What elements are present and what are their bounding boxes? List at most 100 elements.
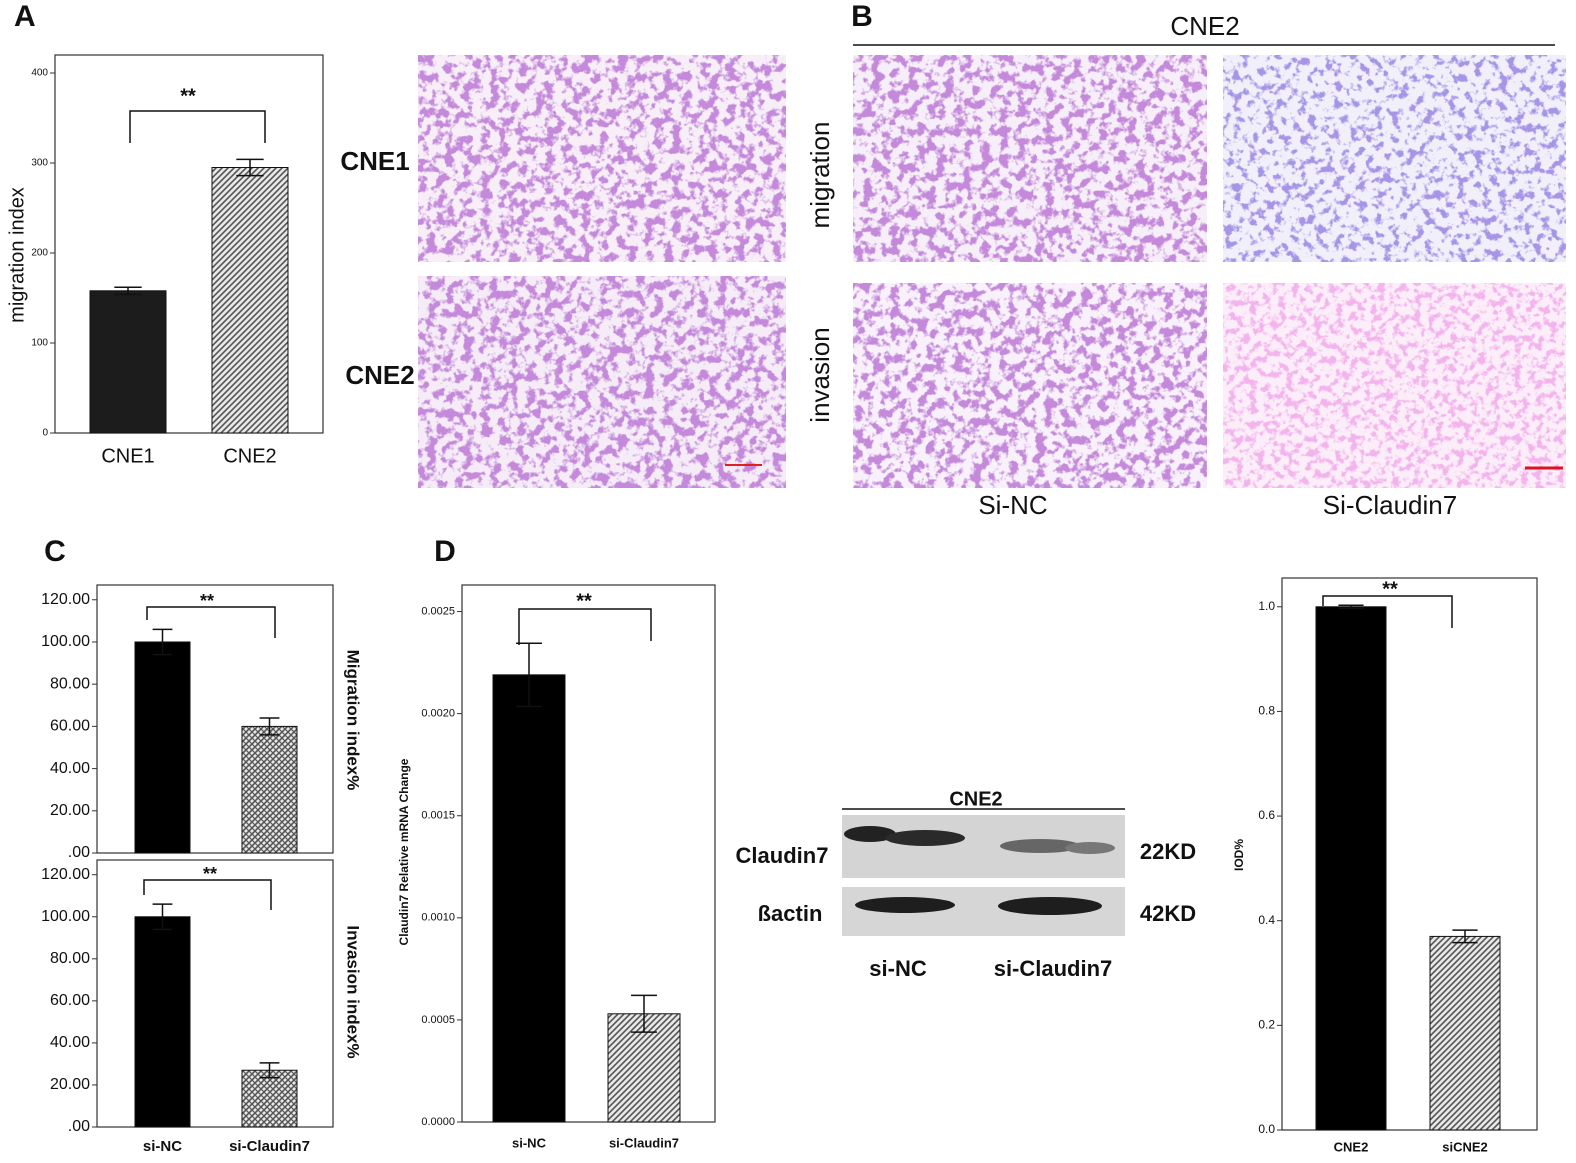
panel-label: B bbox=[851, 0, 873, 33]
bar bbox=[1315, 606, 1387, 1131]
significance-bracket bbox=[1322, 595, 1453, 628]
significance-label: ** bbox=[1382, 578, 1398, 600]
x-tick-label: CNE1 bbox=[101, 445, 154, 467]
error-bar bbox=[152, 903, 173, 931]
panel-title: CNE2 bbox=[1170, 11, 1239, 41]
y-tick-label: 40.00 bbox=[50, 1034, 90, 1051]
y-tick-label: 20.00 bbox=[50, 802, 90, 819]
row-label: ßactin bbox=[758, 901, 823, 926]
y-tick-label: 0.0015 bbox=[421, 810, 455, 822]
y-tick-label: 1.0 bbox=[1258, 599, 1275, 613]
y-tick-label: 0.4 bbox=[1258, 913, 1275, 927]
significance-label: ** bbox=[203, 864, 217, 884]
size-label: 42KD bbox=[1140, 901, 1196, 926]
row-label: migration bbox=[805, 122, 835, 229]
row-label: invasion bbox=[805, 327, 835, 422]
y-tick-label: 0 bbox=[42, 428, 48, 439]
y-tick-label: 0.0000 bbox=[421, 1116, 455, 1128]
blot-image bbox=[842, 815, 1125, 936]
micrograph bbox=[1223, 55, 1566, 262]
y-tick-label: 400 bbox=[31, 68, 48, 79]
plot-frame bbox=[54, 54, 324, 434]
error-bar bbox=[236, 158, 264, 177]
size-label: 22KD bbox=[1140, 839, 1196, 864]
micrograph bbox=[853, 55, 1207, 262]
plot-frame bbox=[96, 859, 334, 1128]
row-label: CNE2 bbox=[345, 360, 414, 390]
row-label: CNE1 bbox=[340, 146, 409, 176]
y-tick-label: 80.00 bbox=[50, 950, 90, 967]
significance-bracket bbox=[143, 879, 272, 910]
y-tick-label: 300 bbox=[31, 158, 48, 169]
micrograph bbox=[418, 55, 786, 262]
plot-frame bbox=[1281, 577, 1538, 1131]
y-tick-label: .00 bbox=[68, 1118, 90, 1135]
significance-bracket bbox=[146, 606, 276, 638]
x-tick-label: CNE2 bbox=[223, 445, 276, 467]
error-bar bbox=[1452, 929, 1478, 944]
x-tick-label: si-NC bbox=[143, 1138, 182, 1155]
row-label: Claudin7 bbox=[736, 843, 829, 868]
y-axis-label: IOD% bbox=[1232, 839, 1246, 871]
significance-label: ** bbox=[576, 590, 592, 612]
y-tick-label: 0.8 bbox=[1258, 704, 1275, 718]
x-tick-label: si-Claudin7 bbox=[609, 1135, 679, 1150]
bar bbox=[134, 641, 191, 854]
blot-title: CNE2 bbox=[949, 788, 1002, 810]
micrograph bbox=[1223, 283, 1566, 488]
column-label: Si-NC bbox=[978, 490, 1047, 520]
y-tick-label: 20.00 bbox=[50, 1076, 90, 1093]
y-tick-label: 80.00 bbox=[50, 675, 90, 692]
y-axis-label: Invasion index% bbox=[344, 925, 363, 1058]
bar bbox=[1429, 935, 1501, 1131]
error-bar bbox=[114, 286, 142, 296]
y-tick-label: .00 bbox=[68, 844, 90, 861]
bar bbox=[89, 290, 167, 434]
y-tick-label: 120.00 bbox=[41, 866, 90, 883]
significance-label: ** bbox=[180, 85, 196, 107]
lane-label: si-Claudin7 bbox=[994, 956, 1113, 981]
panel-label: C bbox=[44, 535, 66, 568]
y-tick-label: 100 bbox=[31, 338, 48, 349]
x-tick-label: CNE2 bbox=[1334, 1139, 1369, 1154]
y-tick-label: 100.00 bbox=[41, 908, 90, 925]
bar bbox=[241, 725, 298, 854]
significance-label: ** bbox=[200, 591, 214, 611]
panel-label: A bbox=[14, 0, 36, 33]
error-bar bbox=[1338, 604, 1364, 610]
plot-frame bbox=[461, 584, 716, 1123]
y-axis-label: migration index bbox=[6, 187, 28, 323]
significance-bracket bbox=[129, 110, 266, 143]
micrograph bbox=[853, 283, 1207, 488]
bar bbox=[241, 1069, 298, 1128]
y-tick-label: 0.2 bbox=[1258, 1018, 1275, 1032]
x-tick-label: si-Claudin7 bbox=[229, 1138, 310, 1155]
error-bar bbox=[152, 628, 173, 656]
y-tick-label: 0.0005 bbox=[421, 1014, 455, 1026]
y-tick-label: 60.00 bbox=[50, 718, 90, 735]
y-tick-label: 0.6 bbox=[1258, 808, 1275, 822]
error-bar bbox=[259, 1062, 280, 1079]
x-tick-label: siCNE2 bbox=[1442, 1139, 1488, 1154]
y-tick-label: 60.00 bbox=[50, 992, 90, 1009]
y-tick-label: 100.00 bbox=[41, 633, 90, 650]
y-tick-label: 0.0025 bbox=[421, 605, 455, 617]
y-tick-label: 120.00 bbox=[41, 591, 90, 608]
micrograph bbox=[418, 276, 786, 488]
column-label: Si-Claudin7 bbox=[1323, 490, 1457, 520]
lane-label: si-NC bbox=[869, 956, 927, 981]
y-axis-label: Claudin7 Relative mRNA Change bbox=[397, 758, 411, 945]
y-axis-label: Migration index% bbox=[344, 650, 363, 791]
x-tick-label: si-NC bbox=[512, 1135, 547, 1150]
y-tick-label: 0.0 bbox=[1258, 1122, 1275, 1136]
error-bar bbox=[259, 717, 280, 736]
bar bbox=[211, 167, 289, 434]
error-bar bbox=[516, 642, 542, 708]
panel-label: D bbox=[434, 535, 456, 568]
y-tick-label: 0.0020 bbox=[421, 708, 455, 720]
bar bbox=[134, 916, 191, 1128]
y-tick-label: 200 bbox=[31, 248, 48, 259]
y-tick-label: 0.0010 bbox=[421, 912, 455, 924]
